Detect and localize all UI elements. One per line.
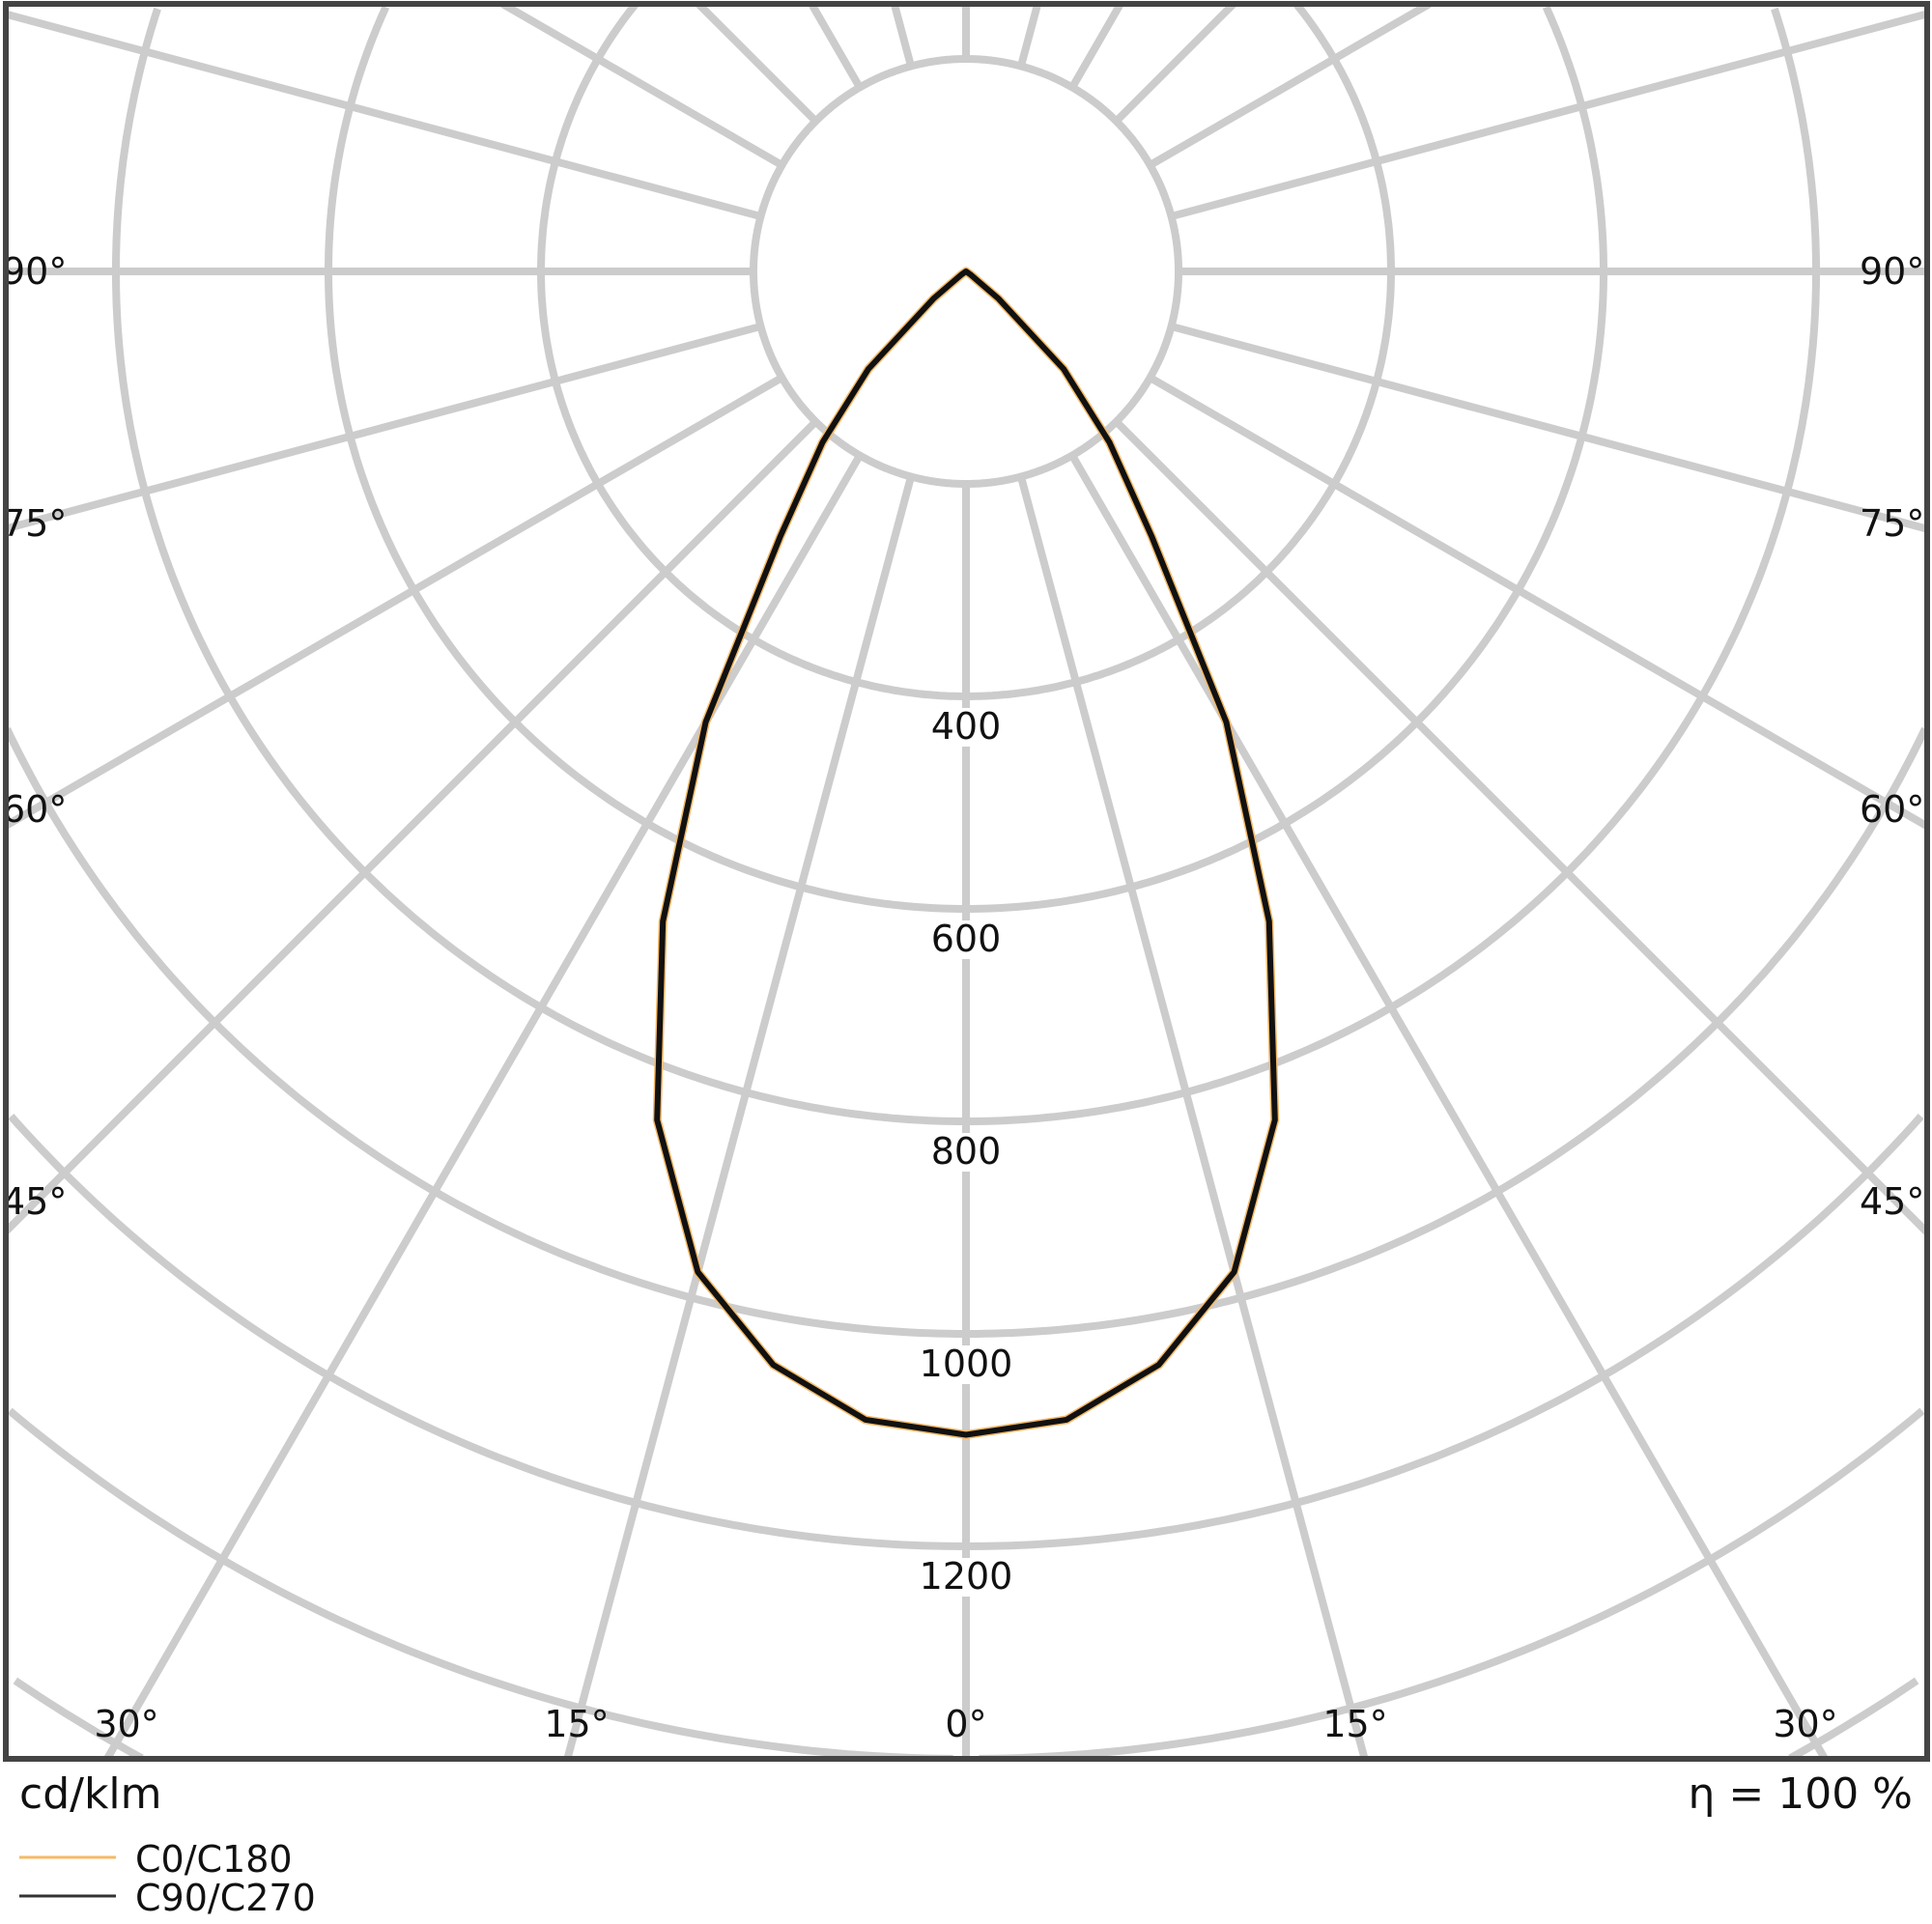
- angle-label-left: 45°: [2, 1180, 67, 1223]
- tick-label-bg: [914, 1558, 1018, 1597]
- unit-label: cd/klm: [19, 1769, 162, 1819]
- efficiency-label: η = 100 %: [1688, 1769, 1913, 1819]
- spoke-330: [103, 453, 864, 1759]
- spoke-255: [6, 10, 762, 220]
- legend-label-c90-c270: C90/C270: [135, 1877, 316, 1919]
- angle-label-right: 90°: [1860, 250, 1924, 293]
- angle-label-right: 60°: [1860, 788, 1924, 831]
- spoke-15: [1017, 475, 1369, 1759]
- angle-label-right: 45°: [1860, 1180, 1924, 1223]
- spoke-30: [1068, 453, 1829, 1759]
- angle-label-right: 75°: [1860, 502, 1924, 545]
- polar-grid: [6, 4, 1927, 1759]
- curves: [652, 267, 1280, 1439]
- angle-label-left: 90°: [2, 250, 67, 293]
- spoke-135: [1113, 4, 1236, 125]
- radial-tick-label: 400: [931, 705, 1002, 748]
- series-c90-c270: [654, 269, 1278, 1438]
- tick-label-bg: [914, 1345, 1018, 1384]
- radial-tick-label: 600: [931, 918, 1002, 960]
- spoke-60: [1148, 374, 1927, 830]
- spoke-105: [1170, 10, 1927, 220]
- angle-label-bottom: 15°: [1322, 1703, 1387, 1745]
- radial-tick-labels: 400 600 800 1000 1200: [914, 705, 1018, 1598]
- angle-label-bottom: 0°: [945, 1703, 986, 1745]
- ring-1400: [7, 1407, 1925, 1759]
- tick-label-bg: [925, 920, 1007, 959]
- angle-label-left: 75°: [2, 502, 67, 545]
- spoke-165: [1017, 4, 1042, 68]
- spoke-300: [6, 374, 784, 830]
- spoke-315: [6, 418, 819, 1234]
- spoke-210: [808, 4, 864, 90]
- ring-600: [325, 5, 1607, 913]
- radial-tick-label: 1000: [920, 1343, 1013, 1385]
- ring-1600: [13, 1677, 1919, 1759]
- ring-1200: [8, 1114, 1924, 1550]
- spoke-150: [1068, 4, 1124, 90]
- angle-label-bottom: 30°: [94, 1703, 158, 1745]
- legend-label-c0-c180: C0/C180: [135, 1838, 293, 1881]
- spoke-120: [1148, 4, 1432, 169]
- spoke-240: [500, 4, 784, 169]
- ring-1000: [6, 726, 1927, 1338]
- ring-400: [537, 4, 1395, 700]
- plot-frame: [3, 1, 1930, 1762]
- angle-label-bottom: 30°: [1773, 1703, 1837, 1745]
- angle-labels: 90° 75° 60° 45° 90° 75° 60° 45° 30° 15° 0° 15° 30°: [2, 250, 1924, 1745]
- tick-label-bg: [925, 708, 1007, 747]
- spoke-345: [563, 475, 915, 1759]
- radial-tick-label: 1200: [920, 1555, 1013, 1598]
- spoke-75: [1170, 323, 1927, 533]
- angle-label-bottom: 15°: [544, 1703, 609, 1745]
- spoke-225: [696, 4, 819, 125]
- spoke-195: [890, 4, 915, 68]
- radial-tick-label: 800: [931, 1130, 1002, 1173]
- spoke-285: [6, 323, 762, 533]
- spoke-45: [1113, 418, 1927, 1235]
- angle-label-left: 60°: [2, 788, 67, 831]
- tick-label-bg: [925, 1133, 1007, 1172]
